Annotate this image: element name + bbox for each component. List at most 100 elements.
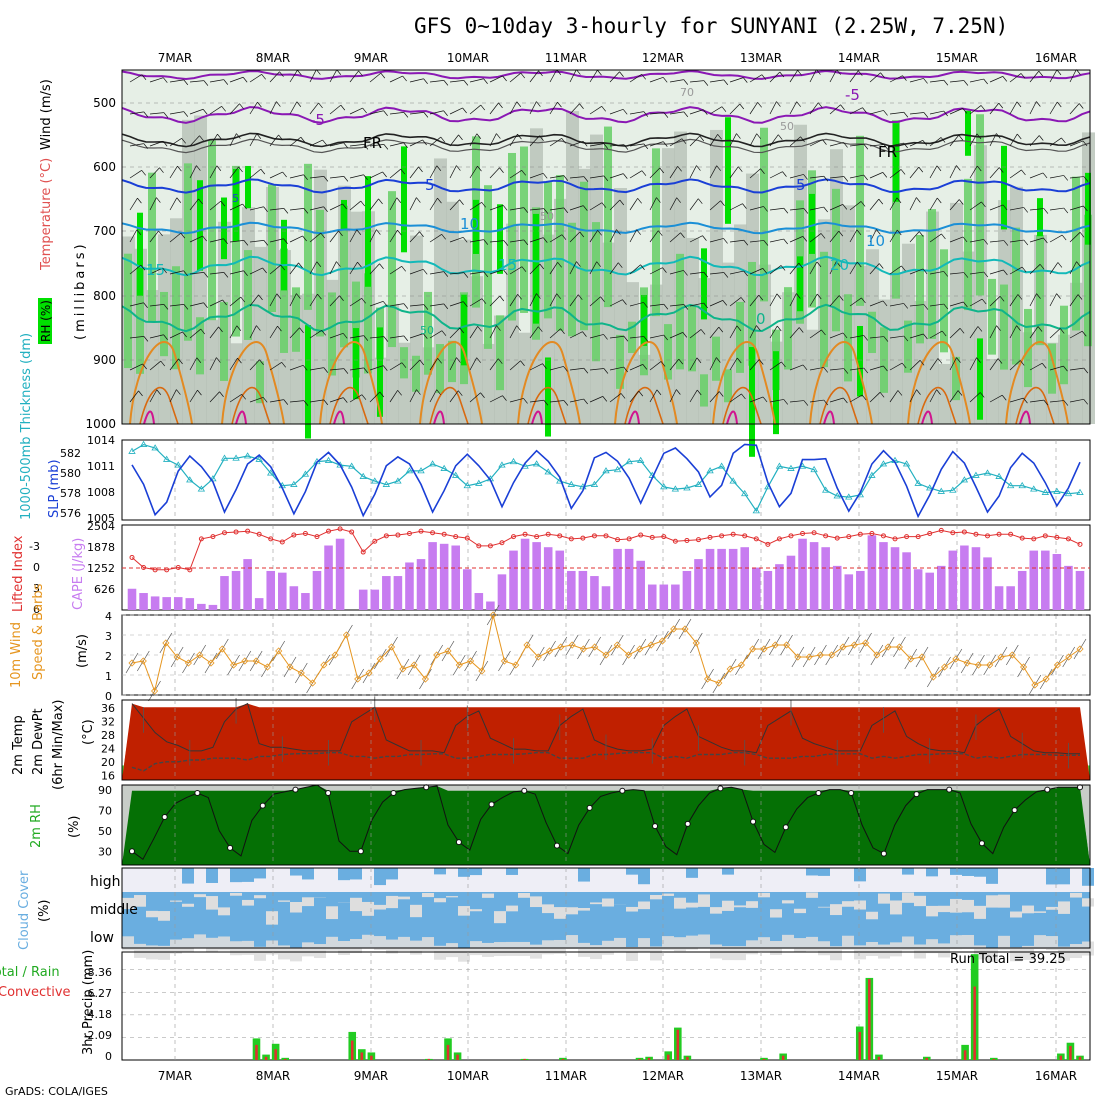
middle-cloud-cell bbox=[722, 900, 734, 911]
wind-barb bbox=[309, 102, 319, 115]
rh-green-band bbox=[304, 163, 312, 310]
wind-barb bbox=[729, 357, 738, 371]
temp-axis-group: (6hr Min/Max) bbox=[51, 700, 66, 790]
cape-bar bbox=[624, 548, 634, 610]
wind-labels-3: (m/s) bbox=[75, 634, 90, 668]
wind-barb-flag bbox=[876, 229, 881, 235]
wind-barb bbox=[369, 110, 384, 115]
rh-green-band bbox=[676, 253, 684, 370]
wind-speed-point bbox=[309, 679, 317, 687]
wind-barb-flag bbox=[323, 367, 329, 373]
wind-barb bbox=[769, 325, 778, 339]
wind-barb-flag bbox=[561, 138, 566, 144]
bottom-date-label: 7MAR bbox=[158, 1069, 193, 1083]
high-cloud-cell bbox=[206, 868, 218, 883]
middle-cloud-cell bbox=[566, 907, 578, 915]
wind-tick-label: 4 bbox=[105, 610, 112, 623]
wind-barb-flag bbox=[560, 328, 565, 334]
wind-barb-flag bbox=[403, 335, 409, 342]
wind-speed-point bbox=[557, 643, 565, 651]
wind-barb bbox=[149, 140, 164, 147]
lifted-index-point bbox=[857, 531, 863, 537]
lifted-index-point bbox=[337, 526, 343, 532]
wind-barb bbox=[369, 365, 384, 371]
wind-barb bbox=[629, 143, 644, 147]
wind-barb bbox=[609, 199, 621, 211]
wind-barb-flag bbox=[696, 165, 701, 171]
wind-barb bbox=[349, 174, 364, 179]
thickness-point bbox=[1076, 488, 1084, 495]
lifted-index-point bbox=[291, 532, 297, 538]
wind-barb-flag bbox=[496, 325, 501, 331]
wind-speed-point bbox=[196, 651, 204, 659]
wind-barb-flag bbox=[963, 272, 969, 278]
wind-barb bbox=[149, 304, 164, 307]
wind-barb-flag bbox=[716, 165, 721, 171]
contour-30 bbox=[819, 386, 859, 425]
wind-barb bbox=[229, 133, 237, 147]
thickness-point bbox=[509, 457, 518, 465]
wind-barb-flag bbox=[699, 135, 705, 142]
wind-barb bbox=[969, 78, 984, 83]
rh-point bbox=[521, 787, 528, 794]
wind-barb bbox=[669, 270, 684, 275]
wind-barb-flag bbox=[1036, 293, 1041, 299]
contour-label: 20 bbox=[830, 256, 849, 274]
wind-barb-flag bbox=[637, 198, 642, 204]
wind-speed-point bbox=[376, 655, 384, 663]
middle-cloud-cell bbox=[434, 898, 446, 903]
wind-speed-point bbox=[636, 645, 644, 653]
wind-barb-flag bbox=[1063, 207, 1069, 214]
wind-barb-flag bbox=[721, 106, 727, 112]
wind-barb-flag bbox=[962, 108, 968, 114]
wind-barb bbox=[1049, 262, 1059, 275]
wind-barb bbox=[969, 133, 978, 147]
wind-barb bbox=[609, 393, 622, 403]
wind-barb bbox=[449, 236, 464, 243]
rh-green-band bbox=[988, 278, 996, 355]
wind-barb-flag bbox=[503, 240, 509, 246]
wind-barb-flag bbox=[603, 368, 609, 374]
pressure-axis-label: (millibars) bbox=[73, 241, 88, 340]
wind-barb-flag bbox=[660, 361, 666, 367]
lifted-index-point bbox=[661, 534, 667, 540]
wind-barb bbox=[869, 392, 881, 403]
wind-barb bbox=[449, 327, 461, 339]
wind-barb bbox=[589, 396, 603, 403]
wind-barb-flag bbox=[641, 170, 647, 176]
wind-barb bbox=[869, 229, 877, 243]
rh-panel: 2m RH (%) bbox=[29, 784, 1091, 866]
middle-cloud-cell bbox=[146, 910, 158, 918]
precip-convective-bar bbox=[973, 986, 976, 1060]
wind-barb-flag bbox=[943, 271, 949, 277]
cape-left-label: Lifted Index bbox=[11, 535, 26, 612]
wind-barb-flag bbox=[959, 328, 965, 334]
wind-barb bbox=[729, 297, 742, 307]
wind-barb-flag bbox=[423, 112, 429, 118]
wind-barb bbox=[949, 165, 957, 179]
wind-barb bbox=[629, 336, 644, 339]
run-total-label: Run Total = 39.25 bbox=[950, 952, 1066, 967]
lifted-index-point bbox=[823, 533, 829, 539]
wind-barb-flag bbox=[1063, 400, 1069, 406]
wind-barb bbox=[1009, 360, 1021, 371]
wind-barb-flag bbox=[977, 326, 983, 332]
rh-legend-swatch bbox=[38, 298, 52, 344]
wind-barb-flag bbox=[619, 71, 624, 77]
wind-barb-flag bbox=[556, 293, 561, 299]
wind-barb-flag bbox=[896, 229, 902, 236]
wind-barb-flag bbox=[883, 110, 888, 116]
wind-barb bbox=[1069, 261, 1077, 275]
wind-barb-flag bbox=[796, 101, 801, 107]
wind-barb-flag bbox=[677, 166, 682, 172]
precip-axis-label: 3hr Precip (mm) bbox=[81, 950, 96, 1055]
wind-barb bbox=[309, 139, 323, 147]
contour-35 bbox=[921, 410, 933, 425]
precip-convective-bar bbox=[1078, 1056, 1082, 1060]
rh-point bbox=[194, 790, 201, 796]
wind-barb bbox=[769, 207, 784, 211]
wind-barb-flag bbox=[703, 272, 709, 278]
wind-barb bbox=[989, 358, 999, 371]
wind-speed-point bbox=[692, 639, 700, 647]
wind-barb-flag bbox=[903, 112, 909, 118]
